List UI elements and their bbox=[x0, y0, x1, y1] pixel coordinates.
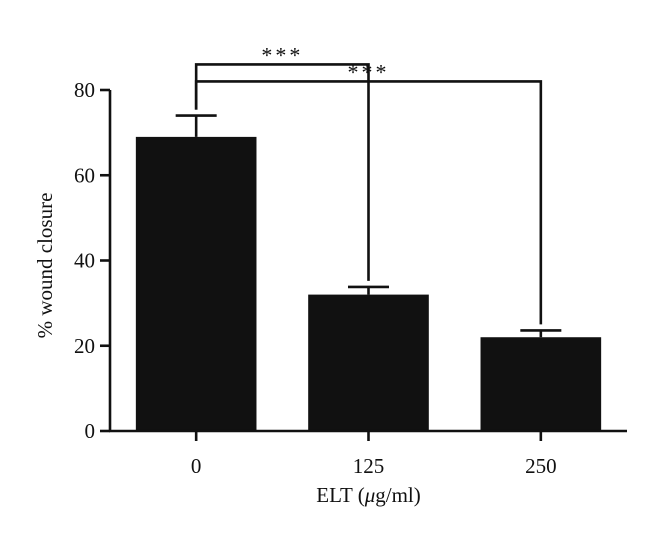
bar-250 bbox=[480, 337, 602, 431]
y-axis-label: % wound closure bbox=[33, 193, 57, 339]
axes-group bbox=[100, 88, 627, 441]
labels-group: 0 20 40 60 80 0 125 250 ELT (μg/ml) % wound closu… bbox=[33, 78, 557, 507]
bar-125 bbox=[308, 294, 429, 431]
x-tick-label-125: 125 bbox=[353, 454, 385, 478]
y-tick-label-20: 20 bbox=[74, 334, 95, 358]
y-tick-label-0: 0 bbox=[85, 419, 96, 443]
x-axis-label-mu: μ bbox=[364, 483, 376, 507]
significance-label-1: *** bbox=[261, 42, 303, 67]
error-bars-group bbox=[175, 114, 562, 338]
x-axis-label: ELT (μg/ml) bbox=[316, 483, 420, 507]
x-tick-label-250: 250 bbox=[525, 454, 557, 478]
significance-bracket-2 bbox=[194, 80, 543, 325]
y-tick-label-80: 80 bbox=[74, 78, 95, 102]
y-tick-label-60: 60 bbox=[74, 163, 95, 187]
bars-group bbox=[135, 136, 602, 431]
bar-0 bbox=[135, 136, 257, 431]
x-axis-label-suffix: g/ml) bbox=[375, 483, 421, 507]
x-axis-label-prefix: ELT ( bbox=[316, 483, 364, 507]
x-tick-label-0: 0 bbox=[191, 454, 202, 478]
significance-brackets: *** *** bbox=[194, 42, 543, 325]
significance-label-2: *** bbox=[348, 59, 390, 84]
y-tick-label-40: 40 bbox=[74, 249, 95, 273]
